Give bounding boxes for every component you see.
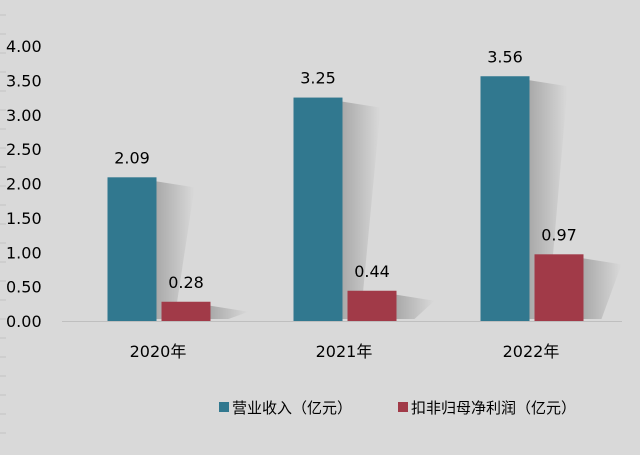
data-label: 2.09 <box>114 148 150 167</box>
data-label: 3.25 <box>300 69 336 88</box>
bar-shadow <box>210 305 249 319</box>
bar-shadow <box>396 294 435 319</box>
data-labels: 2.09 3.25 3.56 0.28 0.44 0.97 <box>114 47 577 292</box>
legend-swatch <box>219 402 229 412</box>
bar-net-profit-0 <box>161 301 211 321</box>
y-axis: 0.00 0.50 1.00 1.50 2.00 2.50 3.00 3.50 4.00 <box>6 37 42 331</box>
data-label: 0.44 <box>354 262 390 281</box>
data-label: 3.56 <box>487 47 523 66</box>
bar-revenue-1 <box>293 97 343 321</box>
legend-label: 营业收入（亿元） <box>232 399 352 417</box>
bar-net-profit-2 <box>534 254 584 321</box>
y-tick-label: 2.50 <box>6 140 42 159</box>
bars <box>107 76 584 321</box>
y-tick-label: 1.50 <box>6 209 42 228</box>
legend-label: 扣非归母净利润（亿元） <box>411 399 576 417</box>
y-tick-label: 4.00 <box>6 37 42 56</box>
y-tick-label: 2.00 <box>6 175 42 194</box>
bar-net-profit-1 <box>347 290 397 321</box>
y-tick-label: 0.00 <box>6 312 42 331</box>
data-label: 0.97 <box>541 225 577 244</box>
data-label: 0.28 <box>168 273 204 292</box>
bar-revenue-0 <box>107 177 157 321</box>
y-tick-label: 3.50 <box>6 71 42 90</box>
y-tick-label: 0.50 <box>6 278 42 297</box>
bar-revenue-2 <box>480 76 530 321</box>
legend: 营业收入（亿元） 扣非归母净利润（亿元） <box>219 399 576 417</box>
x-axis: 2020年 2021年 2022年 <box>62 321 622 361</box>
legend-swatch <box>398 402 408 412</box>
y-tick-label: 3.00 <box>6 106 42 125</box>
y-tick-label: 1.00 <box>6 243 42 262</box>
left-edge-gridlines <box>0 14 6 434</box>
bar-shadow <box>342 101 381 319</box>
bar-shadows <box>156 80 622 319</box>
bar-shadow <box>156 181 195 319</box>
x-tick-label: 2021年 <box>316 342 373 361</box>
bar-shadow <box>583 258 622 319</box>
x-tick-label: 2022年 <box>503 342 560 361</box>
x-tick-label: 2020年 <box>130 342 187 361</box>
